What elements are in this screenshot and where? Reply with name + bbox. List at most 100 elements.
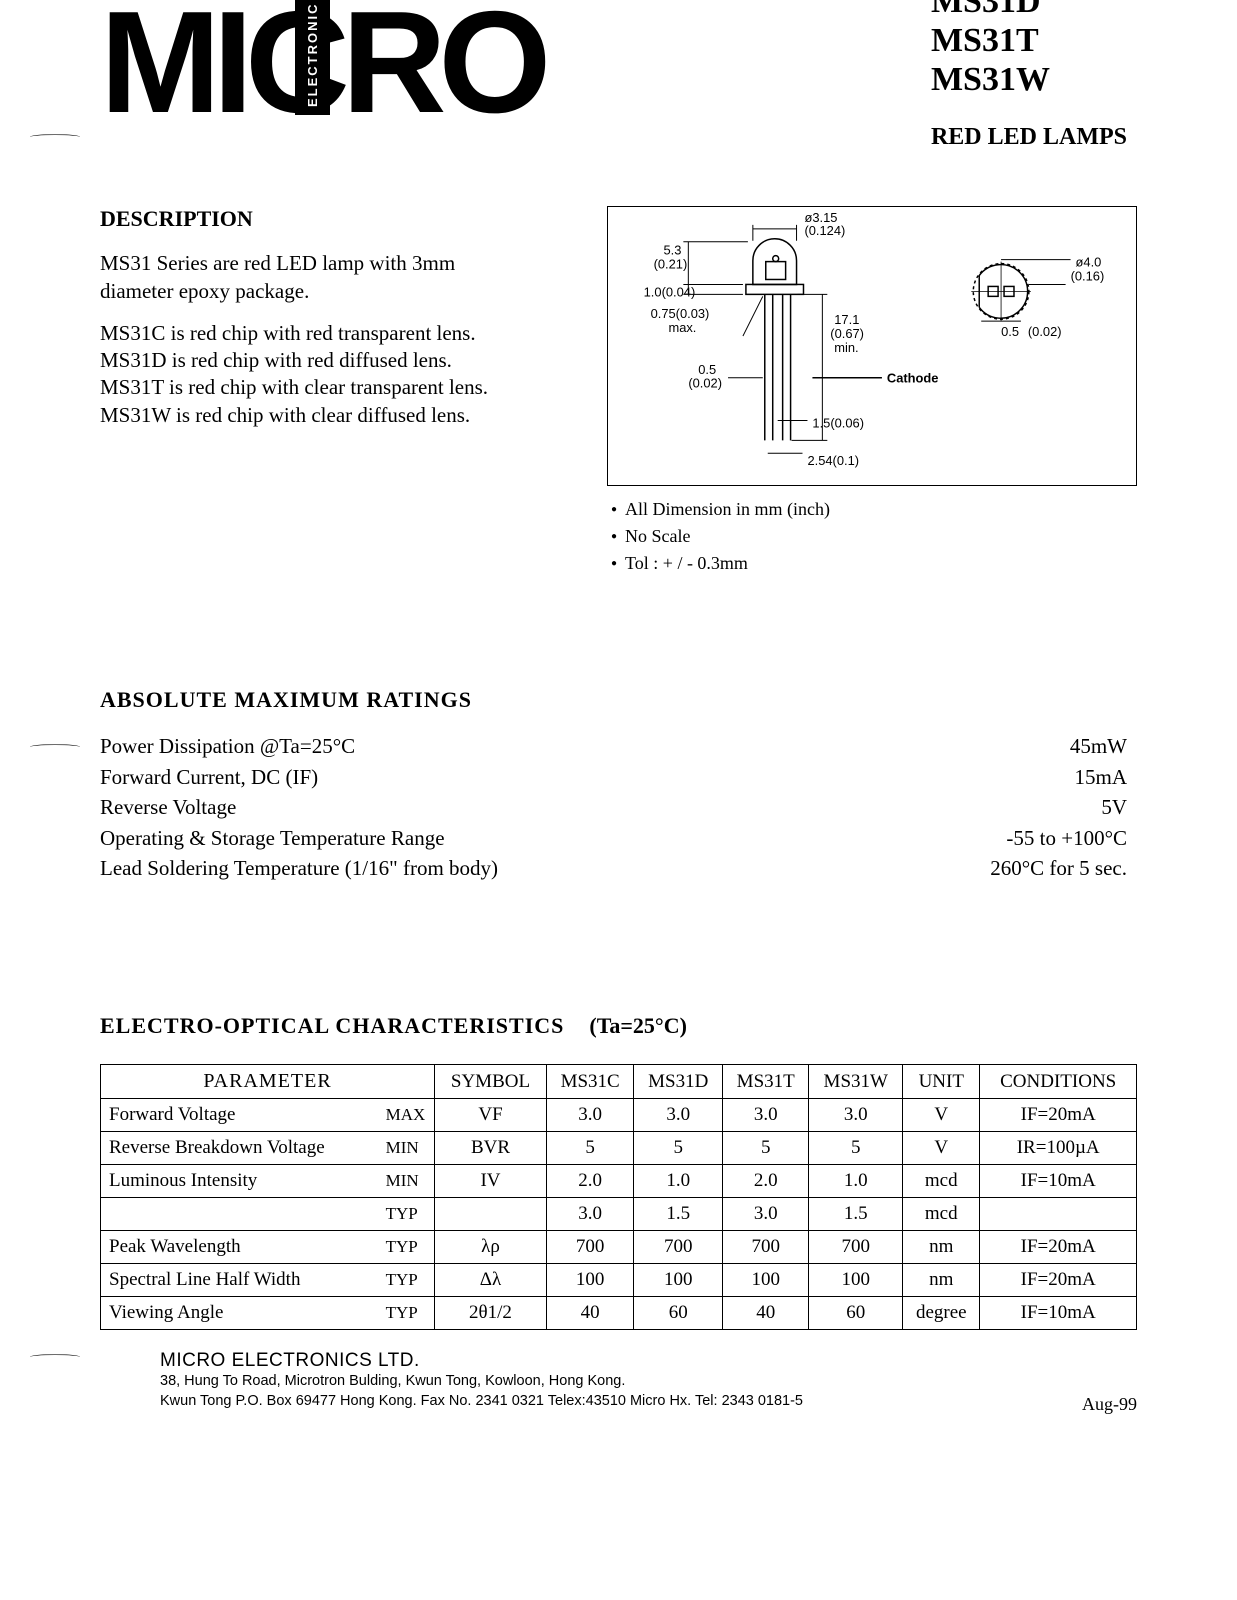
cell-cond: IF=20mA	[980, 1264, 1137, 1297]
cell-symbol	[435, 1198, 547, 1231]
diagram-note-1: No Scale	[611, 523, 1137, 550]
amr-title: ABSOLUTE MAXIMUM RATINGS	[100, 687, 1137, 713]
cell-t: 700	[723, 1231, 809, 1264]
diagram-notes: All Dimension in mm (inch) No Scale Tol …	[607, 496, 1137, 577]
cell-param: Viewing Angle	[101, 1297, 380, 1330]
cell-unit: nm	[903, 1231, 980, 1264]
cell-c: 3.0	[546, 1099, 633, 1132]
cell-d: 100	[634, 1264, 723, 1297]
model-block: MS31D MS31T MS31W RED LED LAMPS	[931, 0, 1127, 151]
diagram-column: ø3.15 (0.124) 5.3 (0.21) 1.0(0.04) 0.75(…	[607, 206, 1137, 577]
svg-text:(0.02): (0.02)	[1028, 324, 1062, 339]
cell-cond: IR=100µA	[980, 1132, 1137, 1165]
logo-electronic: ELECTRONIC	[295, 0, 330, 115]
svg-text:0.5: 0.5	[1001, 324, 1019, 339]
desc-line-0: MS31C is red chip with red transparent l…	[100, 320, 530, 347]
svg-text:Cathode: Cathode	[887, 371, 939, 386]
cell-unit: V	[903, 1099, 980, 1132]
cell-param: Peak Wavelength	[101, 1231, 380, 1264]
table-row: Reverse Breakdown VoltageMINBVR5555VIR=1…	[101, 1132, 1137, 1165]
cell-param: Spectral Line Half Width	[101, 1264, 380, 1297]
th-ms31d: MS31D	[634, 1065, 723, 1099]
eoc-ta: (Ta=25°C)	[589, 1013, 687, 1039]
th-ms31w: MS31W	[809, 1065, 903, 1099]
cell-symbol: Δλ	[435, 1264, 547, 1297]
cell-param	[101, 1198, 380, 1231]
desc-line-2: MS31T is red chip with clear transparent…	[100, 374, 530, 401]
cell-d: 5	[634, 1132, 723, 1165]
cell-cond: IF=20mA	[980, 1099, 1137, 1132]
amr-section: ABSOLUTE MAXIMUM RATINGS Power Dissipati…	[100, 687, 1137, 883]
svg-text:(0.67): (0.67)	[830, 326, 864, 341]
cell-t: 100	[723, 1264, 809, 1297]
cell-cond: IF=10mA	[980, 1297, 1137, 1330]
amr-values: 45mW 15mA 5V -55 to +100°C 260°C for 5 s…	[990, 731, 1127, 883]
svg-text:17.1: 17.1	[834, 312, 859, 327]
svg-text:1.5(0.06): 1.5(0.06)	[812, 416, 864, 431]
cell-unit: degree	[903, 1297, 980, 1330]
cell-qual: MAX	[380, 1099, 435, 1132]
amr-value-0: 45mW	[990, 731, 1127, 761]
amr-label-2: Reverse Voltage	[100, 792, 498, 822]
cell-symbol: VF	[435, 1099, 547, 1132]
svg-text:(0.124): (0.124)	[804, 223, 845, 238]
cell-symbol: λρ	[435, 1231, 547, 1264]
amr-label-1: Forward Current, DC (IF)	[100, 762, 498, 792]
cell-d: 700	[634, 1231, 723, 1264]
cell-t: 5	[723, 1132, 809, 1165]
cell-cond: IF=10mA	[980, 1165, 1137, 1198]
cell-c: 3.0	[546, 1198, 633, 1231]
amr-value-2: 5V	[990, 792, 1127, 822]
cell-t: 2.0	[723, 1165, 809, 1198]
cell-w: 3.0	[809, 1099, 903, 1132]
cell-qual: TYP	[380, 1297, 435, 1330]
svg-text:1.0(0.04): 1.0(0.04)	[644, 285, 696, 300]
cell-qual: TYP	[380, 1198, 435, 1231]
cell-w: 60	[809, 1297, 903, 1330]
cell-symbol: 2θ1/2	[435, 1297, 547, 1330]
th-symbol: SYMBOL	[435, 1065, 547, 1099]
svg-text:min.: min.	[834, 340, 858, 355]
table-row: Forward VoltageMAXVF3.03.03.03.0VIF=20mA	[101, 1099, 1137, 1132]
table-row: Peak WavelengthTYPλρ700700700700nmIF=20m…	[101, 1231, 1137, 1264]
amr-label-0: Power Dissipation @Ta=25°C	[100, 731, 498, 761]
amr-value-4: 260°C for 5 sec.	[990, 853, 1127, 883]
amr-value-1: 15mA	[990, 762, 1127, 792]
cell-unit: nm	[903, 1264, 980, 1297]
svg-text:0.5: 0.5	[698, 362, 716, 377]
th-unit: UNIT	[903, 1065, 980, 1099]
cell-d: 1.5	[634, 1198, 723, 1231]
cell-symbol: BVR	[435, 1132, 547, 1165]
cell-w: 1.5	[809, 1198, 903, 1231]
amr-value-3: -55 to +100°C	[990, 823, 1127, 853]
svg-text:5.3: 5.3	[664, 243, 682, 258]
cell-qual: MIN	[380, 1165, 435, 1198]
cell-w: 1.0	[809, 1165, 903, 1198]
cell-cond	[980, 1198, 1137, 1231]
cell-unit: mcd	[903, 1165, 980, 1198]
cell-t: 3.0	[723, 1198, 809, 1231]
desc-line-3: MS31W is red chip with clear diffused le…	[100, 402, 530, 429]
cell-w: 700	[809, 1231, 903, 1264]
cell-d: 3.0	[634, 1099, 723, 1132]
cell-symbol: IV	[435, 1165, 547, 1198]
product-type: RED LED LAMPS	[931, 124, 1127, 151]
amr-label-4: Lead Soldering Temperature (1/16" from b…	[100, 853, 498, 883]
mechanical-diagram: ø3.15 (0.124) 5.3 (0.21) 1.0(0.04) 0.75(…	[607, 206, 1137, 486]
cell-c: 700	[546, 1231, 633, 1264]
cell-qual: TYP	[380, 1264, 435, 1297]
cell-w: 5	[809, 1132, 903, 1165]
table-row: TYP3.01.53.01.5mcd	[101, 1198, 1137, 1231]
cell-t: 40	[723, 1297, 809, 1330]
eoc-section: ELECTRO-OPTICAL CHARACTERISTICS (Ta=25°C…	[100, 1013, 1137, 1330]
footer-addr1: 38, Hung To Road, Microtron Bulding, Kwu…	[160, 1372, 1137, 1392]
table-row: Viewing AngleTYP2θ1/240604060degreeIF=10…	[101, 1297, 1137, 1330]
cell-qual: MIN	[380, 1132, 435, 1165]
svg-text:(0.02): (0.02)	[688, 376, 722, 391]
svg-text:0.75(0.03): 0.75(0.03)	[651, 306, 710, 321]
th-conditions: CONDITIONS	[980, 1065, 1137, 1099]
cell-param: Luminous Intensity	[101, 1165, 380, 1198]
cell-param: Forward Voltage	[101, 1099, 380, 1132]
cell-d: 60	[634, 1297, 723, 1330]
eoc-title: ELECTRO-OPTICAL CHARACTERISTICS	[100, 1013, 564, 1039]
